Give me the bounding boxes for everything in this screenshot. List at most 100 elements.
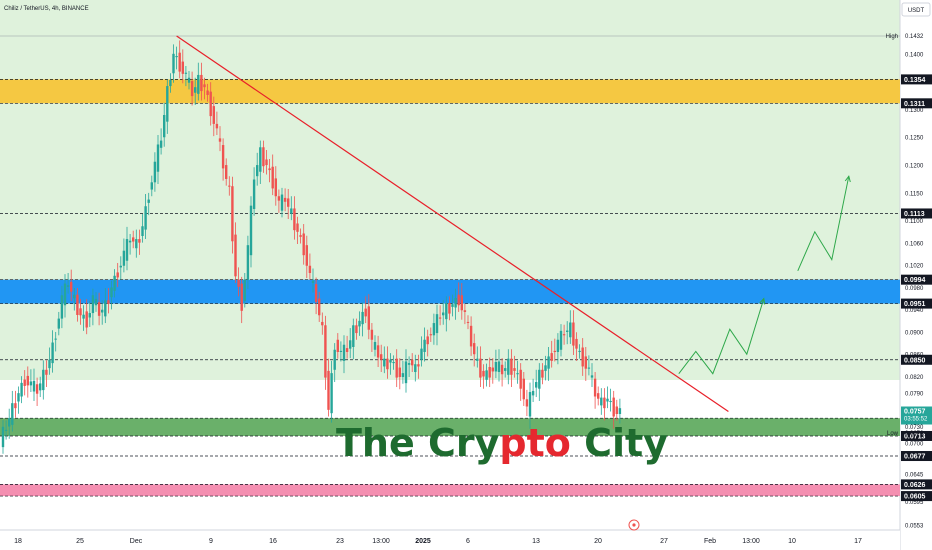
level-tag-box xyxy=(901,451,932,462)
candle-body xyxy=(510,358,513,375)
candle-body xyxy=(454,298,457,308)
candle-body xyxy=(318,298,321,316)
zones-layer xyxy=(0,79,900,497)
level-tag-value: 0.1113 xyxy=(904,211,925,218)
candle-body xyxy=(302,233,305,256)
zone-resistance-yellow xyxy=(0,79,900,104)
candle-body xyxy=(225,165,228,179)
price-tick-label: 0.0700 xyxy=(905,442,924,448)
candle-body xyxy=(386,358,389,370)
candle-body xyxy=(587,367,591,369)
candle-body xyxy=(575,338,578,349)
candle-body xyxy=(547,356,550,369)
projection-path xyxy=(797,176,850,271)
price-tick-label: 0.1150 xyxy=(905,191,924,197)
candle-body xyxy=(283,197,287,202)
candle-body xyxy=(104,300,107,317)
time-axis-label: Feb xyxy=(704,538,716,545)
candles-layer xyxy=(1,40,622,454)
trendline xyxy=(176,35,729,413)
price-tick-label: 0.1020 xyxy=(905,264,924,270)
candle-body xyxy=(287,198,290,207)
candle-body xyxy=(355,325,358,334)
candle-body xyxy=(473,343,476,355)
candle-body xyxy=(197,74,200,94)
candle-body xyxy=(218,138,222,142)
brand-part-2: pto xyxy=(499,421,570,465)
candle-body xyxy=(274,178,277,197)
brand-part-1: The Cry xyxy=(336,421,500,465)
candle-body xyxy=(404,361,408,384)
candle-body xyxy=(178,52,181,72)
time-axis-label: 9 xyxy=(209,538,213,545)
candle-body xyxy=(144,206,147,230)
time-axis-label: 16 xyxy=(269,538,277,545)
candle-body xyxy=(163,114,166,138)
candle-body xyxy=(259,147,262,172)
time-axis-label: 17 xyxy=(854,538,862,545)
levels-layer xyxy=(0,35,900,457)
candle-body xyxy=(246,245,250,280)
time-axis-label: Dec xyxy=(130,538,143,545)
candle-body xyxy=(135,239,138,249)
price-tick-label: 0.1250 xyxy=(905,136,924,142)
candle-body xyxy=(612,397,615,417)
level-tag-box xyxy=(901,98,932,109)
candle-body xyxy=(113,275,116,291)
candle-body xyxy=(39,383,42,391)
candle-body xyxy=(420,348,423,360)
candle-body xyxy=(367,306,370,330)
candle-body xyxy=(593,378,597,397)
candle-body xyxy=(150,182,153,190)
candle-body xyxy=(383,358,386,367)
candle-body xyxy=(600,397,603,406)
candle-body xyxy=(132,237,135,242)
time-axis-label: 25 xyxy=(76,538,84,545)
chart-background-lower xyxy=(0,380,900,530)
candle-body xyxy=(615,406,618,415)
candle-body xyxy=(339,350,343,352)
price-tick-label: 0.0595 xyxy=(905,500,924,506)
tradingview-logo-icon[interactable] xyxy=(628,519,640,531)
time-axis-panel[interactable] xyxy=(0,530,900,550)
candle-body xyxy=(584,356,587,369)
candle-body xyxy=(125,239,129,261)
candle-body xyxy=(544,365,547,371)
candle-body xyxy=(466,321,470,323)
candle-body xyxy=(1,426,5,448)
candle-body xyxy=(559,330,563,350)
candle-body xyxy=(370,329,374,340)
candle-body xyxy=(485,370,488,380)
candle-body xyxy=(358,320,361,327)
candle-body xyxy=(200,74,203,92)
candle-body xyxy=(88,313,91,318)
level-tag-value: 0.1354 xyxy=(904,77,926,84)
price-tick-label: 0.1200 xyxy=(905,164,924,170)
candle-body xyxy=(541,369,544,378)
candle-body xyxy=(209,91,212,117)
level-tag-value: 0.0713 xyxy=(904,433,926,440)
time-axis-label: 18 xyxy=(14,538,22,545)
current-price-value: 0.0757 xyxy=(904,409,926,416)
zone-support-pink xyxy=(0,484,900,497)
candle-body xyxy=(305,245,308,266)
high-label: High xyxy=(886,34,898,40)
candle-body xyxy=(243,279,246,301)
candle-body xyxy=(562,334,566,336)
candle-body xyxy=(609,400,612,403)
time-axis-label: 2025 xyxy=(415,538,431,545)
candle-body xyxy=(513,368,516,371)
candle-body xyxy=(252,179,256,210)
candle-body xyxy=(63,283,67,306)
currency-badge[interactable]: USDT xyxy=(901,2,931,17)
candle-body xyxy=(228,185,231,187)
candle-body xyxy=(531,390,535,396)
price-tick-label: 0.0790 xyxy=(905,392,924,398)
price-tick-label: 0.0980 xyxy=(905,286,924,292)
price-tick-label: 0.1400 xyxy=(905,52,924,58)
candle-body xyxy=(26,375,29,386)
candle-body xyxy=(221,145,225,169)
candle-body xyxy=(79,308,82,316)
candle-body xyxy=(4,429,8,431)
